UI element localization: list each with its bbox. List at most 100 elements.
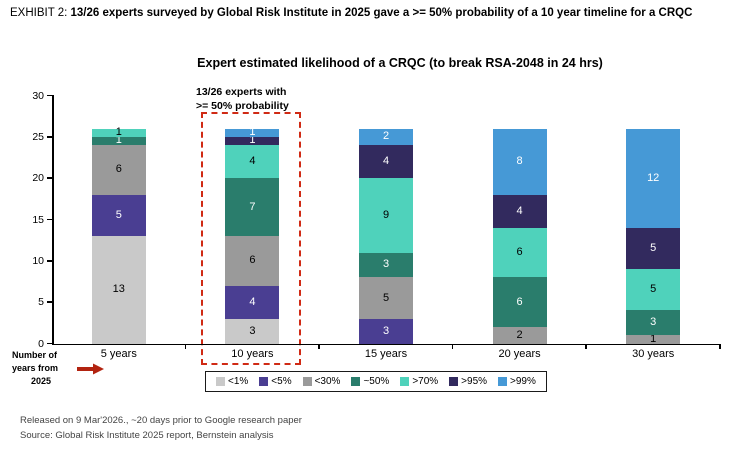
legend-swatch bbox=[259, 377, 269, 386]
bar-value-label: 3 bbox=[650, 316, 657, 329]
bar-segment: 5 bbox=[359, 277, 413, 319]
bar-value-label: 6 bbox=[516, 295, 523, 308]
y-tick-label: 30 bbox=[32, 89, 44, 102]
xaxis-note: Number of years from 2025 bbox=[12, 349, 70, 388]
bar-value-label: 4 bbox=[516, 204, 523, 217]
x-axis bbox=[52, 343, 721, 345]
legend-label: <1% bbox=[228, 376, 249, 387]
legend-item: <1% bbox=[216, 376, 248, 387]
plot-area: 13 5 6 1 1 3 4 6 7 4 1 1 3 5 3 9 4 2 2 6 6 4 8 1 3 5 5 12 bbox=[52, 96, 720, 344]
highlight-dashed-box bbox=[201, 112, 301, 365]
bar-segment: 13 bbox=[91, 236, 146, 344]
bar-segment: 5 bbox=[626, 227, 681, 270]
right-arrow-icon bbox=[77, 362, 105, 380]
bar-segment: 1 bbox=[91, 127, 146, 138]
legend: <1% <5% <30% ~50% >70% >95% >99% bbox=[205, 371, 547, 392]
bar-value-label: 1 bbox=[249, 134, 256, 147]
xaxis-note-line-2: years from bbox=[12, 363, 59, 373]
annotation-line-2: >= 50% probability bbox=[196, 100, 289, 112]
bar-segment: 4 bbox=[225, 285, 280, 319]
y-axis-tick bbox=[47, 136, 52, 138]
bar-segment: 1 bbox=[225, 126, 280, 139]
y-tick-label: 5 bbox=[38, 296, 44, 309]
bar-value-label: 6 bbox=[249, 254, 256, 267]
y-tick-label: 25 bbox=[32, 130, 44, 143]
legend-swatch bbox=[302, 377, 312, 386]
bar-value-label: 4 bbox=[249, 155, 256, 168]
bar-value-label: 2 bbox=[382, 130, 390, 143]
legend-swatch bbox=[400, 377, 410, 386]
x-axis-tick bbox=[451, 345, 454, 349]
x-category-label: 10 years bbox=[231, 348, 274, 360]
bar-segment: 4 bbox=[492, 194, 547, 228]
legend-item: <30% bbox=[302, 376, 341, 387]
legend-swatch bbox=[498, 377, 508, 386]
bar-segment: 2 bbox=[492, 326, 547, 344]
exhibit-label: EXHIBIT 2: bbox=[10, 7, 68, 19]
x-axis-tick bbox=[719, 345, 721, 349]
legend-label: ~50% bbox=[363, 376, 390, 387]
bar-segment: 3 bbox=[359, 318, 413, 344]
y-axis-tick bbox=[47, 177, 52, 179]
bar-segment: 2 bbox=[359, 128, 413, 146]
bar-value-label: 5 bbox=[382, 291, 390, 304]
y-tick-label: 0 bbox=[38, 337, 44, 350]
y-axis bbox=[52, 95, 54, 345]
legend-label: <30% bbox=[314, 376, 341, 387]
bar-segment: 5 bbox=[91, 194, 146, 237]
x-axis-tick bbox=[318, 345, 320, 349]
bar-segment: 1 bbox=[626, 332, 681, 345]
xaxis-note-line-1: Number of bbox=[12, 350, 57, 360]
bar-segment: 4 bbox=[225, 145, 280, 179]
bar-segment: 5 bbox=[626, 269, 681, 311]
x-category-label: 20 years bbox=[498, 348, 541, 360]
bar-value-label: 7 bbox=[249, 200, 256, 213]
bar-segment: 6 bbox=[492, 277, 547, 327]
y-axis-tick bbox=[47, 94, 52, 97]
y-axis-tick bbox=[47, 342, 52, 345]
bar-value-label: 8 bbox=[516, 155, 523, 168]
x-axis-tick bbox=[184, 345, 187, 349]
bar-value-label: 6 bbox=[516, 246, 523, 259]
x-category-label: 30 years bbox=[632, 348, 675, 360]
bar-segment: 12 bbox=[626, 128, 681, 228]
bar-segment: 1 bbox=[225, 134, 280, 147]
x-axis-tick bbox=[585, 345, 587, 349]
legend-label: <5% bbox=[271, 376, 292, 387]
bar-value-label: 6 bbox=[115, 163, 122, 176]
bar-segment: 1 bbox=[91, 134, 146, 147]
bar-segment: 9 bbox=[359, 178, 413, 253]
bar-segment: 3 bbox=[359, 252, 413, 278]
exhibit-title: 13/26 experts surveyed by Global Risk In… bbox=[70, 7, 693, 19]
bar-segment: 3 bbox=[225, 318, 280, 344]
y-axis-tick bbox=[47, 218, 52, 221]
annotation-line-1: 13/26 experts with bbox=[196, 86, 287, 98]
bar-value-label: 1 bbox=[249, 126, 256, 139]
legend-swatch bbox=[351, 377, 361, 386]
legend-label: >99% bbox=[510, 376, 536, 387]
bar-value-label: 3 bbox=[382, 258, 390, 271]
legend-item: >95% bbox=[449, 376, 487, 387]
exhibit-header: EXHIBIT 2: 13/26 experts surveyed by Glo… bbox=[10, 6, 744, 21]
bar-value-label: 13 bbox=[112, 283, 125, 296]
bar-segment: 3 bbox=[626, 310, 681, 336]
bar-value-label: 3 bbox=[249, 324, 256, 337]
legend-item: ~50% bbox=[351, 376, 389, 387]
legend-label: >70% bbox=[412, 376, 439, 387]
y-tick-label: 15 bbox=[32, 213, 44, 226]
legend-label: >95% bbox=[461, 376, 488, 387]
y-tick-label: 20 bbox=[32, 172, 44, 185]
bar-value-label: 1 bbox=[650, 332, 657, 345]
bar-segment: 7 bbox=[225, 178, 280, 237]
chart-title: Expert estimated likelihood of a CRQC (t… bbox=[197, 56, 603, 70]
bar-segment: 4 bbox=[359, 145, 413, 179]
y-axis-tick bbox=[47, 260, 52, 262]
legend-swatch bbox=[449, 377, 459, 386]
bar-value-label: 1 bbox=[115, 134, 122, 147]
bar-value-label: 2 bbox=[516, 328, 523, 341]
bar-value-label: 3 bbox=[382, 324, 390, 337]
xaxis-note-line-3: 2025 bbox=[30, 376, 52, 386]
bar-value-label: 9 bbox=[382, 208, 390, 221]
footer-release-note: Released on 9 Mar'2026., ~20 days prior … bbox=[20, 415, 302, 426]
